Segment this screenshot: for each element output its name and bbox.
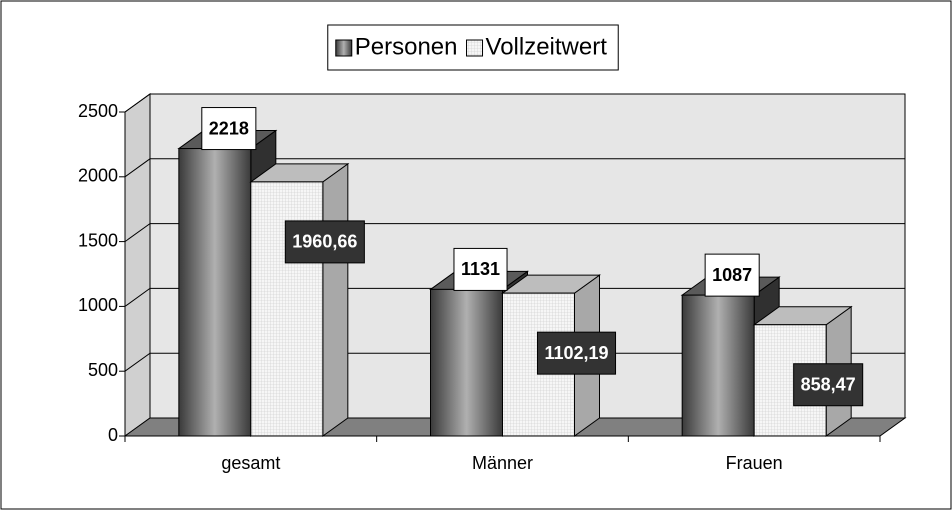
data-label-text: 1960,66 xyxy=(292,232,357,252)
data-label-box xyxy=(284,220,365,264)
data-label-box xyxy=(704,253,760,297)
legend: Personen Vollzeitwert xyxy=(327,24,619,71)
bar-front xyxy=(250,181,324,437)
data-label-text: 858,47 xyxy=(801,374,856,394)
data-label-text: 1131 xyxy=(461,259,500,279)
y-tick-label: 1500 xyxy=(78,230,118,250)
data-label-text: 2218 xyxy=(209,118,249,138)
x-tick-label: Frauen xyxy=(726,453,783,473)
side-wall xyxy=(124,93,151,437)
bar-side xyxy=(322,162,349,437)
y-tick-label: 500 xyxy=(88,360,118,380)
x-tick-label: gesamt xyxy=(221,453,280,473)
legend-swatch xyxy=(335,39,353,57)
y-tick-label: 2500 xyxy=(78,101,118,121)
bar-front xyxy=(681,294,755,437)
data-label: 2218 xyxy=(201,107,257,151)
grid-line xyxy=(124,287,905,307)
data-label: 1131 xyxy=(453,247,508,291)
data-label: 1087 xyxy=(704,253,760,297)
bar-front xyxy=(178,148,252,437)
grid-line xyxy=(124,352,905,372)
data-label-box xyxy=(793,363,864,407)
data-label: 1102,19 xyxy=(536,331,617,375)
data-label-box xyxy=(201,107,257,151)
data-label-text: 1102,19 xyxy=(544,343,608,363)
data-label-text: 1087 xyxy=(712,265,752,285)
grid-line xyxy=(124,93,905,113)
data-label: 858,47 xyxy=(793,363,864,407)
data-label: 1960,66 xyxy=(284,220,365,264)
legend-label: Personen xyxy=(355,33,458,60)
grid-line xyxy=(124,223,905,243)
data-label-box xyxy=(453,247,508,291)
grid-line xyxy=(124,158,905,178)
y-tick-label: 1000 xyxy=(78,295,118,315)
legend-swatch xyxy=(466,39,484,57)
data-label-box xyxy=(536,331,617,375)
y-tick-label: 2000 xyxy=(78,166,118,186)
bar xyxy=(249,162,350,437)
bar-front xyxy=(430,288,503,437)
legend-label: Vollzeitwert xyxy=(486,33,608,60)
x-tick-label: Männer xyxy=(472,453,533,473)
y-tick-label: 0 xyxy=(108,425,118,445)
